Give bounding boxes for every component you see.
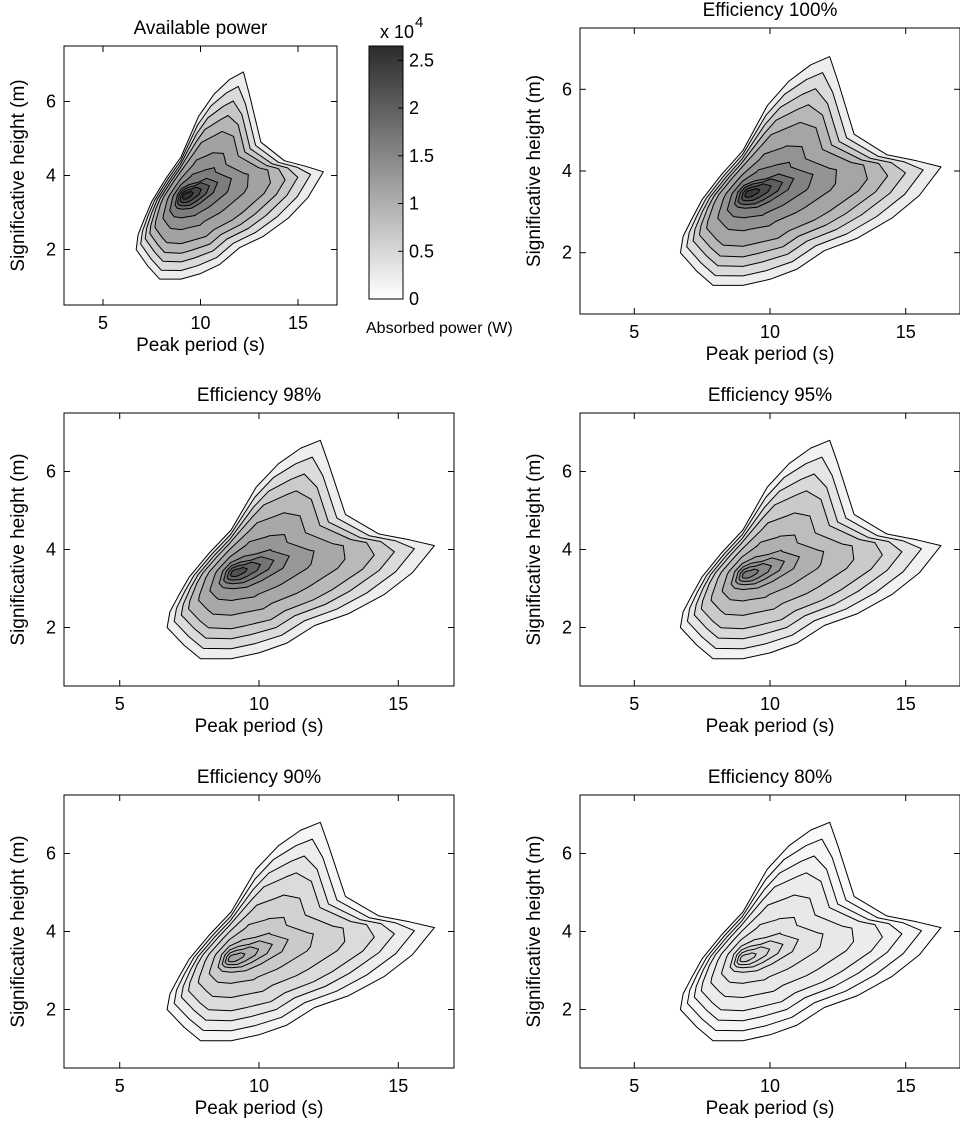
colorbar-exponent-base: x 10 — [380, 22, 414, 42]
colorbar: 0 0.5 1 1.5 2 2.5 x 10 4 Absorbed power (W) — [366, 14, 513, 337]
x-tick-label: 10 — [760, 1076, 780, 1096]
x-tick-label: 15 — [388, 1076, 408, 1096]
y-tick-label: 6 — [46, 92, 56, 112]
y-tick-label: 4 — [562, 161, 572, 181]
contour-panel: 5 10 15 2 4 6 Efficiency 100% Peak period (s) Si… — [524, 0, 960, 365]
contour-level — [181, 191, 194, 200]
contour-bands — [166, 821, 435, 1042]
x-axis-label: Peak period (s) — [195, 716, 324, 737]
x-tick-label: 10 — [249, 1076, 269, 1096]
contour-level — [230, 567, 248, 577]
y-tick-label: 2 — [46, 1000, 56, 1020]
x-axis-label: Peak period (s) — [195, 1098, 324, 1119]
x-tick-label: 5 — [115, 1076, 125, 1096]
x-tick-label: 5 — [115, 694, 125, 714]
x-tick-label: 5 — [629, 694, 639, 714]
contour-panel: 5 10 15 2 4 6 Efficiency 98% Peak period (s) Sig… — [8, 385, 455, 737]
y-axis-label: Significative height (m) — [8, 835, 29, 1027]
x-tick-label: 15 — [288, 313, 308, 333]
x-axis-label: Peak period (s) — [706, 344, 835, 365]
contour-panel: 5 10 15 2 4 6 Efficiency 80% Peak period (s) Sig… — [524, 767, 960, 1119]
y-tick-label: 6 — [562, 462, 572, 482]
y-axis-label: Significative height (m) — [524, 835, 545, 1027]
y-tick-label: 6 — [46, 462, 56, 482]
contour-level — [741, 568, 759, 579]
y-axis-label: Significative height (m) — [524, 453, 545, 645]
contour-level — [227, 952, 246, 963]
x-tick-label: 15 — [896, 694, 916, 714]
colorbar-tick-label: 0 — [409, 289, 419, 309]
y-tick-label: 4 — [562, 540, 572, 560]
colorbar-gradient — [368, 45, 404, 300]
y-tick-label: 2 — [46, 240, 56, 260]
x-tick-label: 15 — [896, 322, 916, 342]
contour-level — [744, 188, 761, 198]
contour-bands — [679, 439, 942, 660]
panel-title: Efficiency 95% — [708, 385, 832, 406]
x-tick-label: 5 — [98, 313, 108, 333]
x-tick-label: 10 — [760, 694, 780, 714]
panel-title: Efficiency 98% — [197, 385, 321, 406]
y-axis-label: Significative height (m) — [8, 79, 29, 271]
x-tick-label: 15 — [896, 1076, 916, 1096]
contour-bands — [679, 56, 942, 286]
x-axis-label: Peak period (s) — [136, 335, 265, 356]
y-tick-label: 6 — [46, 844, 56, 864]
contour-panel: 5 10 15 2 4 6 Efficiency 95% Peak period (s) Sig… — [524, 385, 960, 737]
contour-panel: 5 10 15 2 4 6 Available power Peak period (s) Si… — [8, 18, 338, 356]
panel-title: Efficiency 100% — [703, 0, 838, 21]
x-axis-label: Peak period (s) — [706, 716, 835, 737]
colorbar-exponent-power: 4 — [415, 14, 423, 31]
contour-bands — [679, 821, 942, 1042]
y-tick-label: 2 — [562, 1000, 572, 1020]
colorbar-ticks: 0 0.5 1 1.5 2 2.5 — [398, 50, 434, 309]
colorbar-tick-label: 1.5 — [409, 146, 434, 166]
contour-level — [739, 952, 757, 963]
y-tick-label: 6 — [562, 79, 572, 99]
contour-panel: 5 10 15 2 4 6 Efficiency 90% Peak period (s) Sig… — [8, 767, 455, 1119]
x-tick-label: 5 — [629, 1076, 639, 1096]
y-tick-label: 2 — [562, 243, 572, 263]
colorbar-label: Absorbed power (W) — [366, 320, 513, 337]
y-tick-label: 6 — [562, 844, 572, 864]
x-tick-label: 15 — [388, 694, 408, 714]
x-axis-label: Peak period (s) — [706, 1098, 835, 1119]
y-tick-label: 4 — [46, 166, 56, 186]
y-axis-label: Significative height (m) — [8, 453, 29, 645]
colorbar-tick-label: 0.5 — [409, 241, 434, 261]
y-axis-label: Significative height (m) — [524, 75, 545, 267]
x-tick-label: 5 — [629, 322, 639, 342]
x-tick-label: 10 — [190, 313, 210, 333]
y-tick-label: 4 — [562, 922, 572, 942]
contour-bands — [166, 439, 435, 660]
contour-bands — [135, 71, 324, 280]
x-tick-label: 10 — [760, 322, 780, 342]
y-tick-label: 4 — [46, 922, 56, 942]
colorbar-tick-label: 2 — [409, 98, 419, 118]
y-tick-label: 2 — [46, 618, 56, 638]
y-tick-label: 4 — [46, 540, 56, 560]
panel-title: Available power — [134, 18, 268, 39]
x-tick-label: 10 — [249, 694, 269, 714]
panel-title: Efficiency 80% — [708, 767, 832, 788]
panel-title: Efficiency 90% — [197, 767, 321, 788]
y-tick-label: 2 — [562, 618, 572, 638]
colorbar-tick-label: 1 — [409, 194, 419, 214]
colorbar-tick-label: 2.5 — [409, 50, 434, 70]
